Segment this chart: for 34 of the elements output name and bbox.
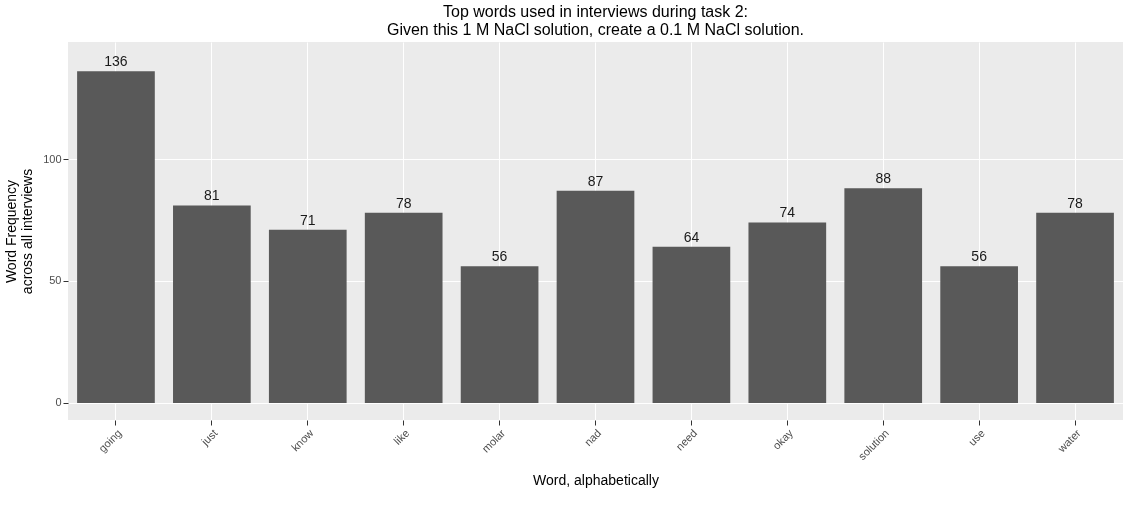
y-tick-label: 100 — [43, 152, 62, 165]
x-tick-label: just — [198, 426, 220, 449]
bar — [77, 71, 155, 403]
bar — [364, 212, 443, 403]
data-label: 78 — [395, 194, 412, 211]
data-label: 88 — [875, 170, 892, 187]
bar — [173, 205, 251, 403]
bar — [460, 266, 539, 403]
x-axis-title: Word, alphabetically — [533, 472, 659, 489]
text: Word Frequency — [3, 179, 20, 284]
text: across all interviews — [19, 168, 36, 295]
data-label: 81 — [204, 187, 220, 204]
data-label: 64 — [683, 228, 700, 245]
data-label: 87 — [587, 172, 604, 189]
x-tick-label: nad — [581, 426, 604, 449]
bar — [652, 246, 731, 403]
data-label: 74 — [779, 204, 796, 221]
data-label: 136 — [104, 53, 128, 70]
bar — [844, 188, 923, 403]
data-label: 71 — [299, 211, 316, 228]
text: Top words used in interviews during task 2: — [442, 3, 749, 20]
x-tick-label: like — [391, 426, 412, 447]
data-label: 78 — [1067, 194, 1084, 211]
bar — [748, 222, 827, 403]
bar — [940, 266, 1018, 403]
bar — [268, 229, 347, 403]
bar — [1036, 212, 1114, 403]
data-label: 56 — [971, 248, 988, 265]
text: Given this 1 M NaCl solution, create a 0.1 M NaCl solution. — [386, 21, 805, 38]
y-tick-label: 50 — [49, 274, 62, 287]
y-tick-label: 0 — [55, 396, 62, 409]
bar — [556, 190, 635, 403]
x-tick-label: use — [965, 426, 987, 448]
data-label: 56 — [491, 248, 508, 265]
